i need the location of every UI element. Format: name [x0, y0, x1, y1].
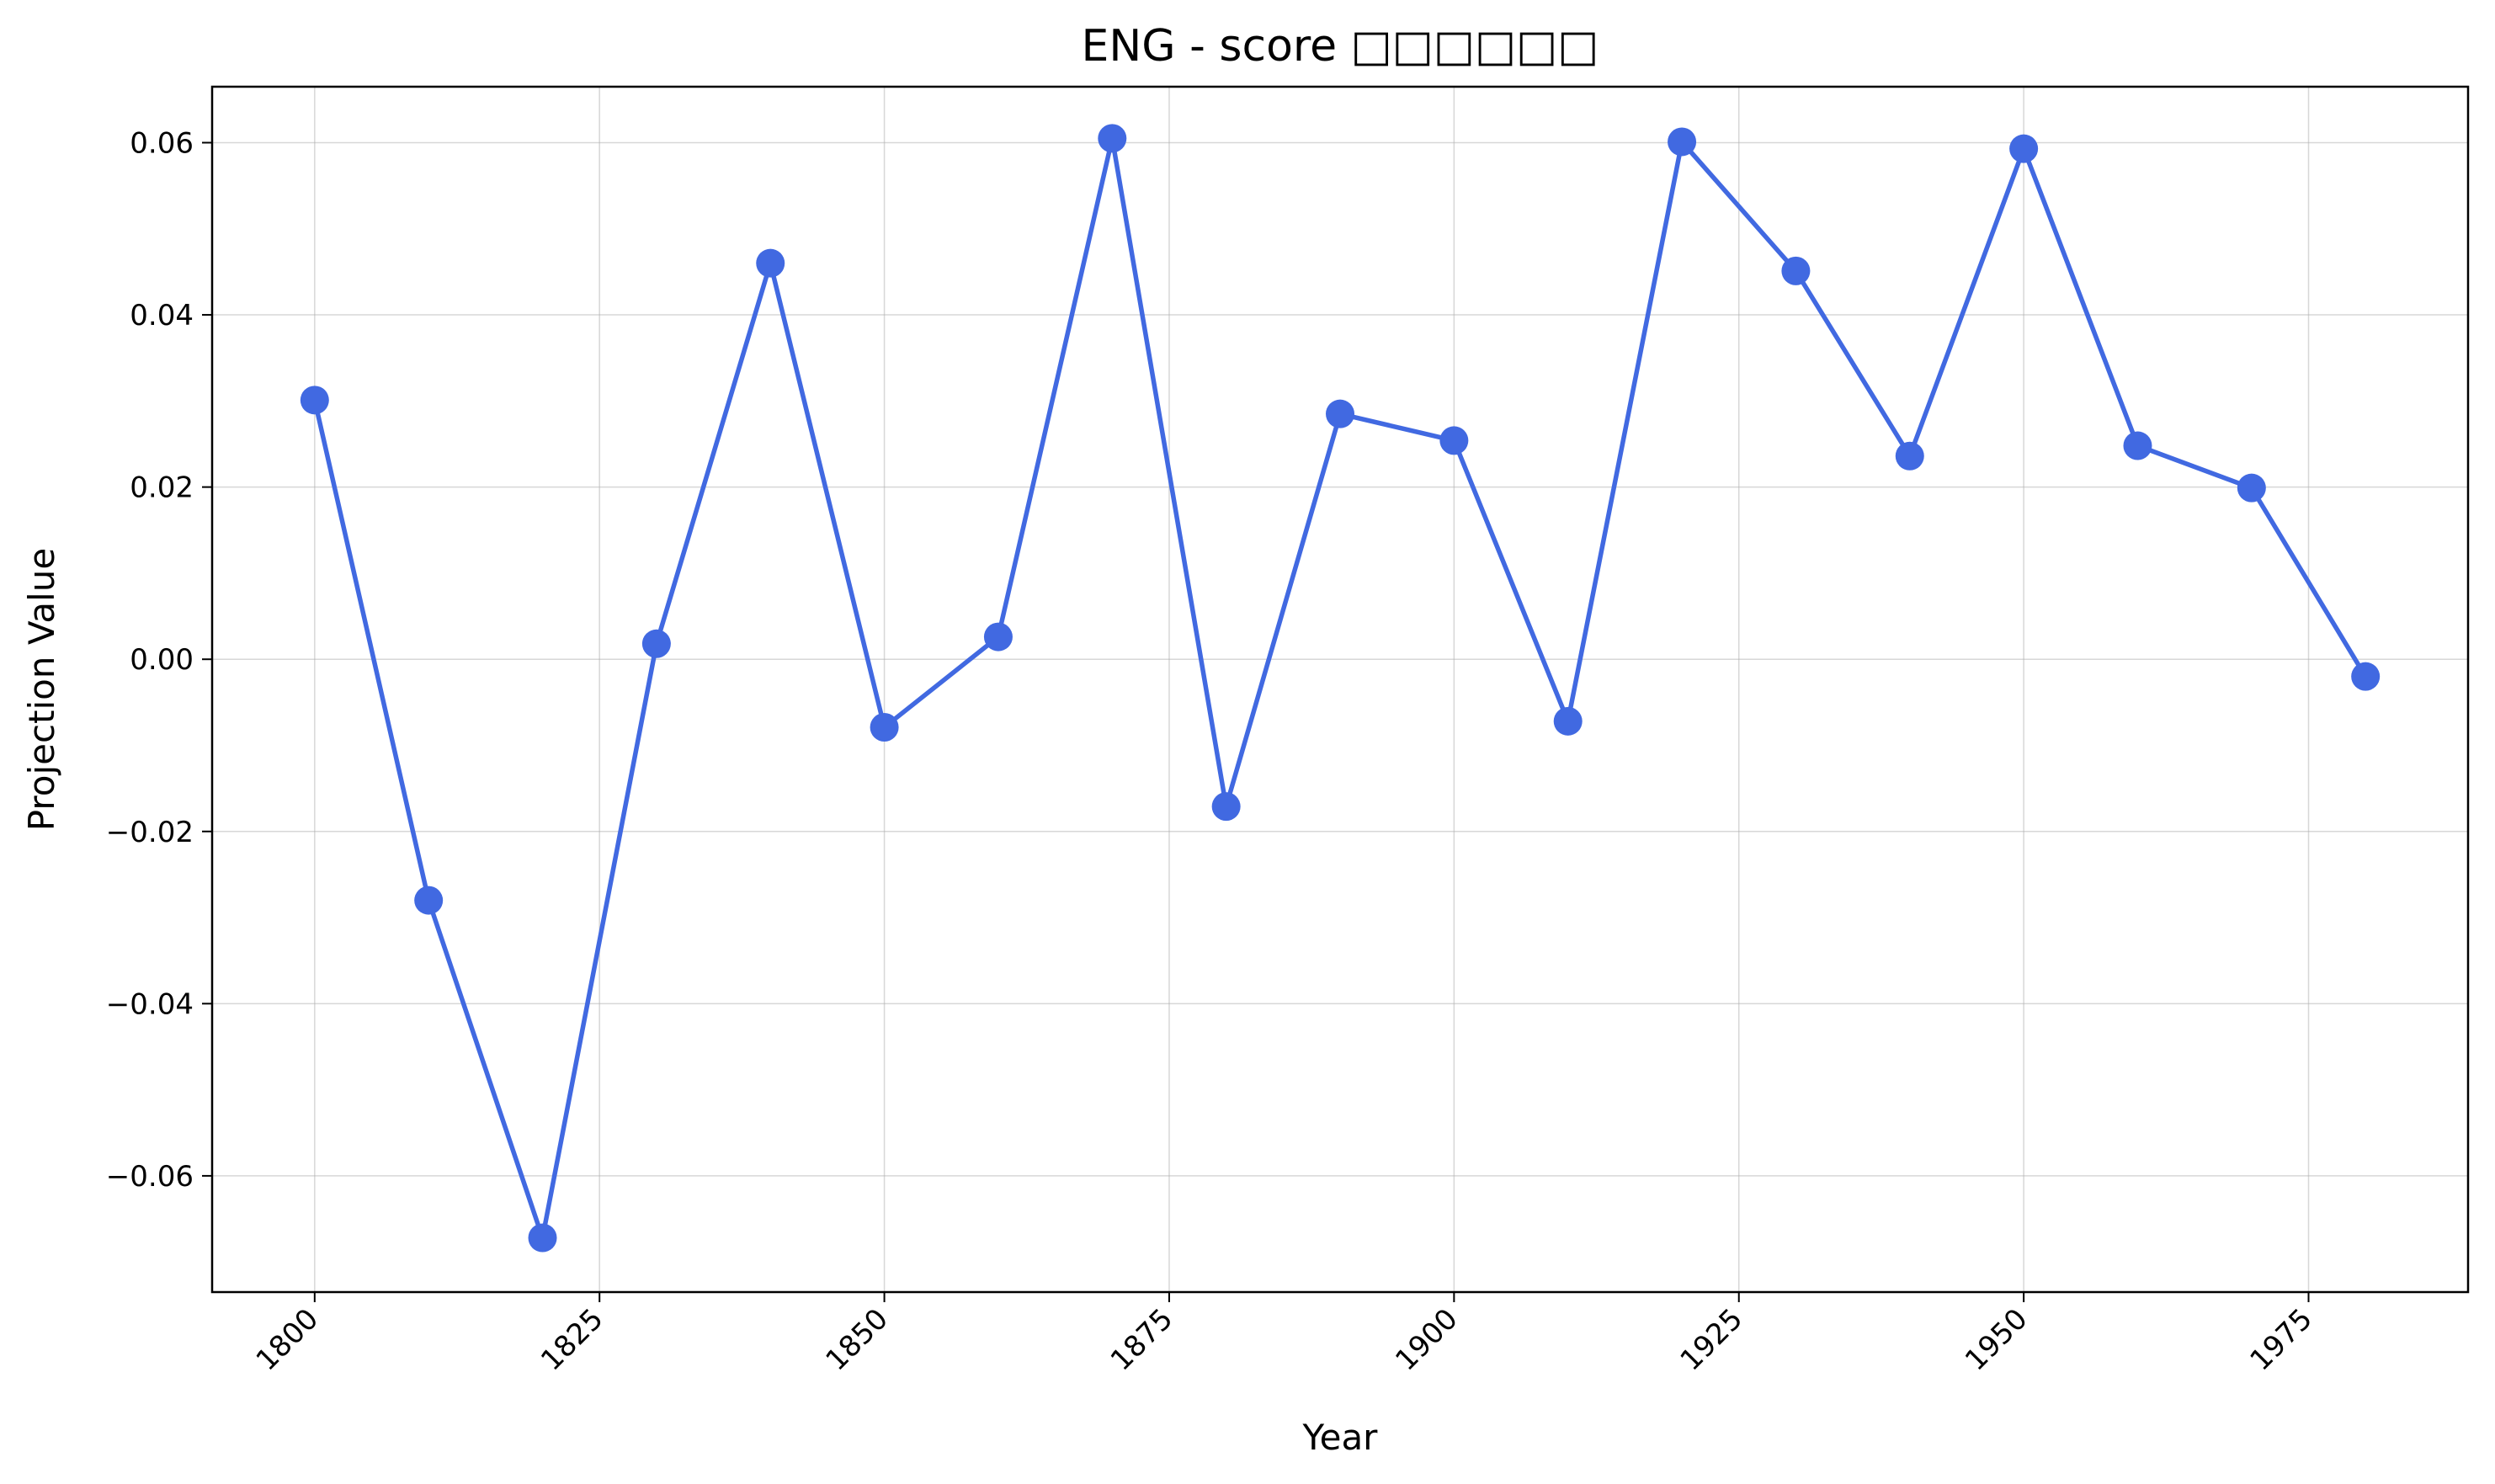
y-tick-label: −0.06: [106, 1160, 194, 1194]
data-point: [1439, 426, 1469, 455]
data-point: [300, 386, 329, 415]
y-tick-label: 0.00: [130, 643, 194, 677]
y-axis-label: Projection Value: [21, 548, 62, 831]
data-point: [983, 622, 1013, 652]
y-tick-label: −0.02: [106, 816, 194, 849]
y-tick-label: −0.04: [106, 987, 194, 1021]
plot-frame: [210, 85, 2470, 1294]
x-axis-label: Year: [1302, 1417, 1379, 1458]
data-point: [756, 248, 785, 278]
chart-title: ENG - score □□□□□□: [1082, 21, 1599, 72]
data-point: [1326, 399, 1354, 428]
data-point: [414, 886, 444, 915]
data-point: [1553, 706, 1583, 736]
data-point: [2123, 431, 2152, 460]
data-point: [1668, 127, 1697, 157]
gridlines: [212, 87, 2468, 1292]
data-point: [1098, 124, 1127, 153]
data-point: [641, 629, 671, 658]
data-point: [1211, 792, 1241, 822]
data-point: [2009, 134, 2039, 163]
data-point: [1895, 441, 1924, 471]
y-tick-label: 0.06: [130, 126, 194, 160]
y-tick-label: 0.02: [130, 471, 194, 505]
data-point: [528, 1223, 557, 1253]
y-tick-label: 0.04: [130, 299, 194, 332]
data-point: [1781, 256, 1811, 285]
y-axis-ticks: −0.06 −0.04 −0.02 0.00 0.02 0.04 0.06: [106, 126, 212, 1194]
data-point: [2237, 473, 2266, 503]
data-point: [2351, 662, 2381, 691]
series-layer: [300, 124, 2381, 1253]
data-point: [870, 713, 899, 742]
